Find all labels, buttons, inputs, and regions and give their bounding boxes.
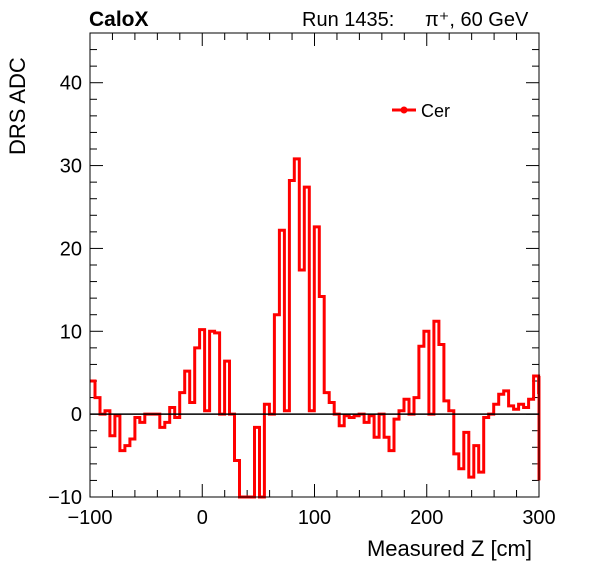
legend-marker-cer [400,106,408,114]
y-tick-label: 0 [71,404,82,426]
x-tick-label: 200 [410,507,443,529]
particle-label: π⁺, 60 GeV [425,9,529,31]
experiment-label: CaloX [89,8,149,31]
legend-label-cer: Cer [421,101,450,121]
x-axis-title: Measured Z [cm] [367,536,532,561]
x-tick-label: 100 [298,507,331,529]
x-tick-label: 0 [197,507,208,529]
y-tick-label: 10 [60,321,82,343]
y-axis-title: DRS ADC [5,57,30,155]
y-tick-label: 30 [60,156,82,178]
histogram-line-cer [90,157,541,499]
x-tick-label: 300 [522,507,555,529]
y-tick-label: 40 [60,73,82,95]
y-tick-label: −10 [48,487,82,509]
run-label: Run 1435: [302,9,394,31]
y-tick-label: 20 [60,238,82,260]
plot-frame [89,32,540,498]
legend: Cer [392,101,450,121]
x-tick-label: −100 [67,507,112,529]
series-cer [90,157,541,499]
axis-ticks [89,32,540,498]
